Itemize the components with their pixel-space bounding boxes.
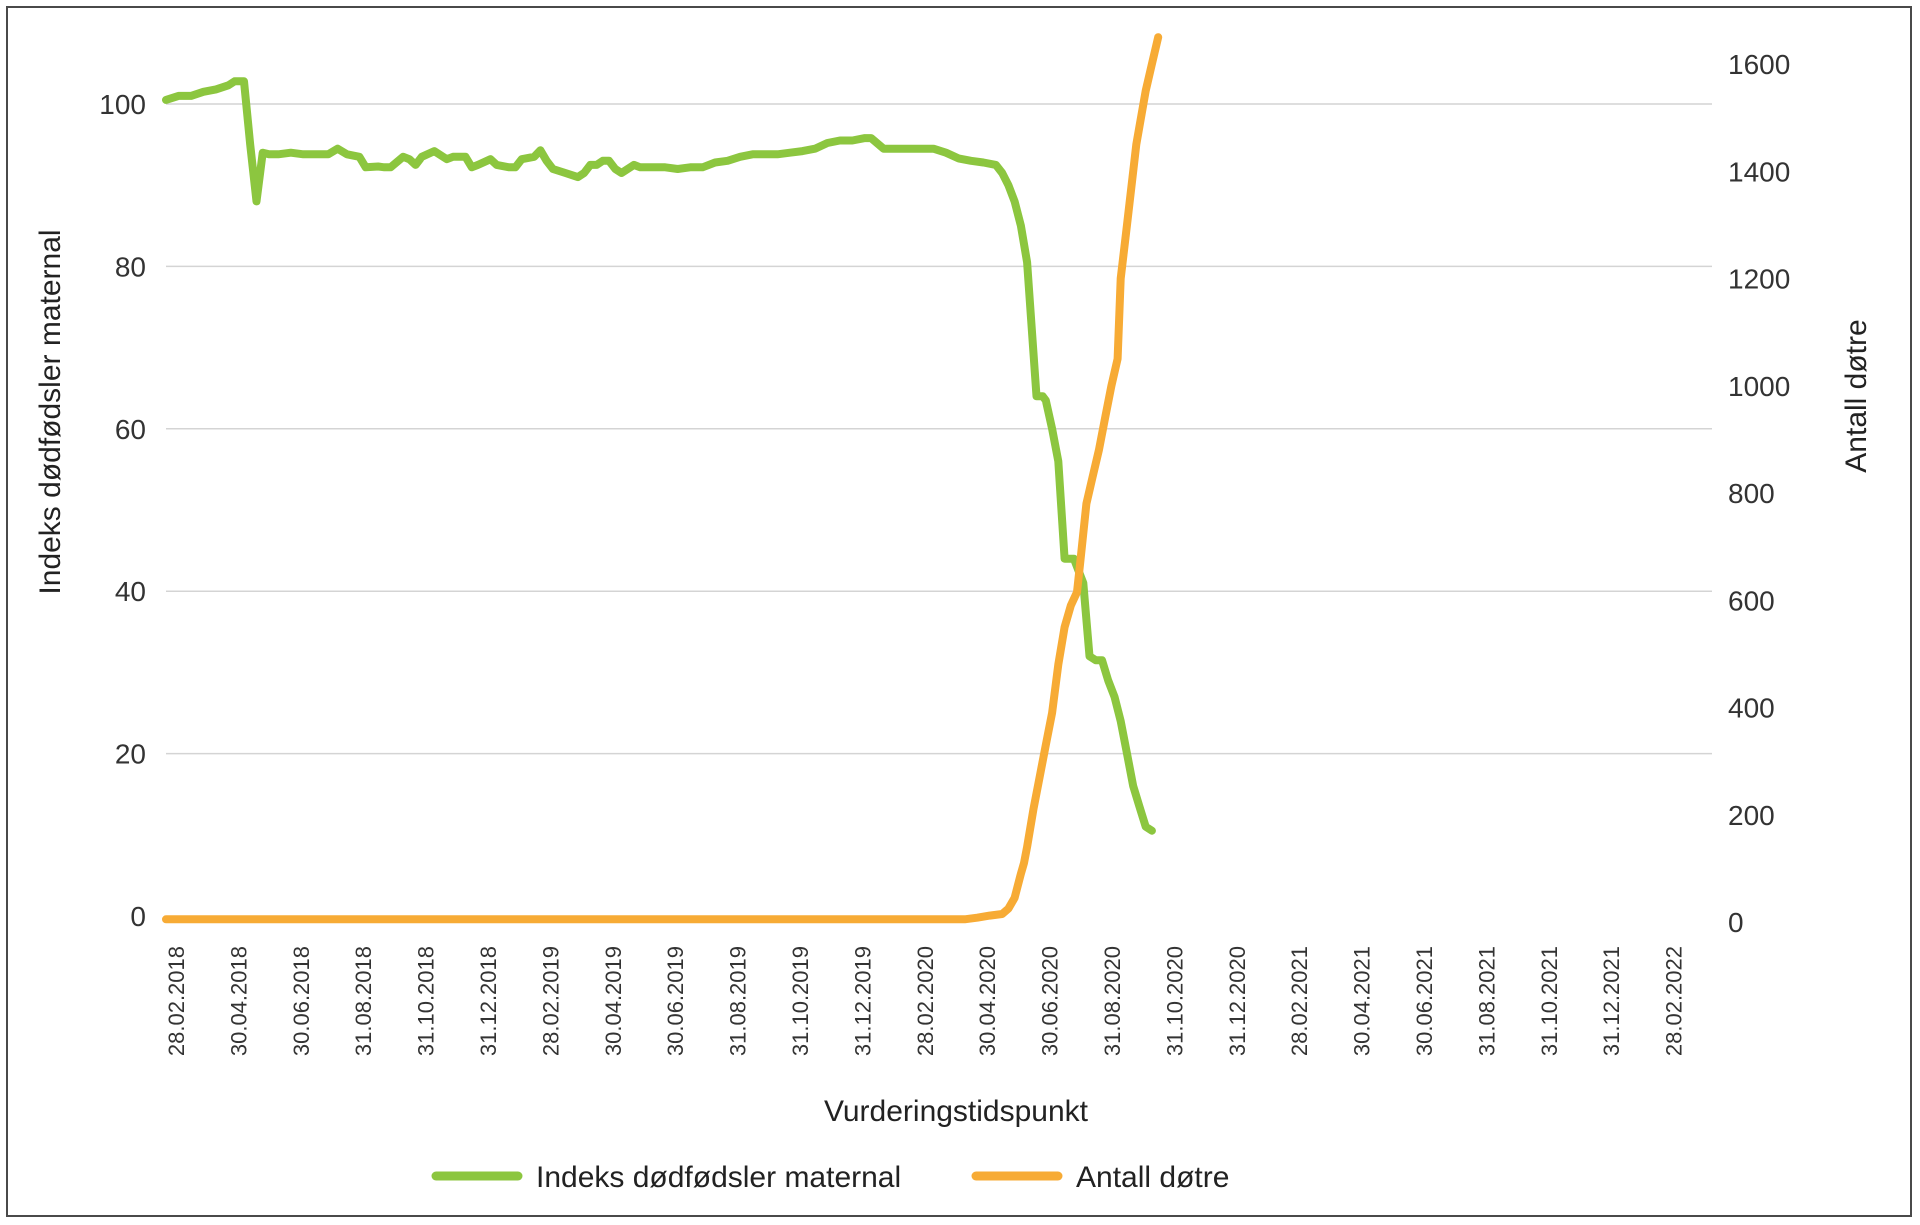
x-tick-label: 30.06.2018 <box>289 946 314 1056</box>
x-tick-label: 31.10.2021 <box>1537 946 1562 1056</box>
y-axis-left-ticks: 0 20 40 60 80 100 <box>99 89 146 932</box>
x-tick-label: 28.02.2022 <box>1662 946 1687 1056</box>
x-tick-label: 30.04.2021 <box>1350 946 1375 1056</box>
y-axis-left-title: Indeks dødfødsler maternal <box>34 229 67 594</box>
x-tick-label: 30.04.2020 <box>975 946 1000 1056</box>
legend-label-antall: Antall døtre <box>1076 1161 1229 1194</box>
y-right-tick-label: 600 <box>1728 585 1775 616</box>
x-tick-label: 28.02.2020 <box>913 946 938 1056</box>
y-axis-right-ticks: 0 200 400 600 800 1000 1200 1400 1600 <box>1728 49 1790 938</box>
chart-frame <box>6 6 1912 1217</box>
x-axis-title: Vurderingstidspunkt <box>824 1095 1089 1128</box>
y-left-tick-label: 20 <box>115 739 146 770</box>
x-tick-label: 28.02.2019 <box>538 946 563 1056</box>
x-tick-label: 30.04.2019 <box>601 946 626 1056</box>
x-tick-label: 30.06.2019 <box>663 946 688 1056</box>
y-right-tick-label: 200 <box>1728 800 1775 831</box>
legend-label-indeks: Indeks dødfødsler maternal <box>536 1161 901 1194</box>
x-tick-label: 31.08.2021 <box>1474 946 1499 1056</box>
y-right-tick-label: 400 <box>1728 693 1775 724</box>
y-left-tick-label: 0 <box>130 901 146 932</box>
x-axis-ticks: 28.02.2018 30.04.2018 30.06.2018 31.08.2018… <box>164 946 1687 1056</box>
x-tick-label: 31.10.2020 <box>1162 946 1187 1056</box>
x-tick-label: 31.12.2019 <box>850 946 875 1056</box>
x-tick-label: 31.10.2018 <box>414 946 439 1056</box>
x-tick-label: 28.02.2021 <box>1287 946 1312 1056</box>
x-tick-label: 31.12.2020 <box>1225 946 1250 1056</box>
x-tick-label: 31.12.2021 <box>1599 946 1624 1056</box>
x-tick-label: 31.12.2018 <box>476 946 501 1056</box>
y-right-tick-label: 1400 <box>1728 156 1790 187</box>
x-tick-label: 30.06.2020 <box>1038 946 1063 1056</box>
y-right-tick-label: 1000 <box>1728 371 1790 402</box>
series-lines <box>162 33 1163 924</box>
y-right-tick-label: 0 <box>1728 907 1744 938</box>
legend: Indeks dødfødsler maternal Antall døtre <box>431 1161 1229 1194</box>
x-tick-label: 28.02.2018 <box>164 946 189 1056</box>
y-right-tick-label: 800 <box>1728 478 1775 509</box>
x-tick-label: 31.10.2019 <box>788 946 813 1056</box>
y-right-tick-label: 1200 <box>1728 264 1790 295</box>
y-left-tick-label: 100 <box>99 89 146 120</box>
x-tick-label: 30.06.2021 <box>1412 946 1437 1056</box>
y-axis-right-title: Antall døtre <box>1840 319 1873 472</box>
x-tick-label: 31.08.2019 <box>726 946 751 1056</box>
y-right-tick-label: 1600 <box>1728 49 1790 80</box>
y-left-tick-label: 60 <box>115 414 146 445</box>
x-tick-label: 31.08.2020 <box>1100 946 1125 1056</box>
x-tick-label: 31.08.2018 <box>351 946 376 1056</box>
grid-lines <box>166 103 1712 755</box>
y-left-tick-label: 80 <box>115 251 146 282</box>
y-left-tick-label: 40 <box>115 576 146 607</box>
series-line-indeks <box>162 77 1156 835</box>
series-line-antall <box>162 33 1163 924</box>
x-tick-label: 30.04.2018 <box>226 946 251 1056</box>
